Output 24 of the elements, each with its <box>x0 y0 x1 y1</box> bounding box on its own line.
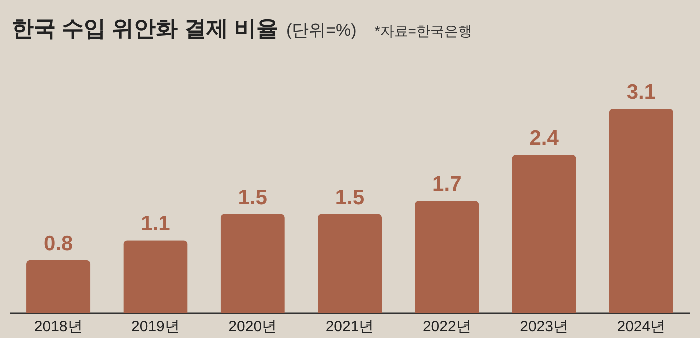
x-tick-label: 2022년 <box>422 318 472 336</box>
bar <box>26 260 91 313</box>
data-label: 3.1 <box>626 81 656 104</box>
chart-title: 한국 수입 위안화 결제 비율 <box>12 15 278 43</box>
data-label: 1.1 <box>141 212 171 236</box>
bar <box>415 201 480 313</box>
data-label: 2.4 <box>530 127 560 150</box>
bar <box>609 109 674 313</box>
bar <box>124 240 188 313</box>
data-label: 1.7 <box>432 173 462 196</box>
data-label: 0.8 <box>44 232 74 256</box>
x-tick-label: 2019년 <box>132 318 180 336</box>
x-tick-label: 2021년 <box>326 318 374 336</box>
chart-subtitle: (단위=%) <box>286 20 357 42</box>
x-tick-label: 2020년 <box>228 318 278 336</box>
text: *자료=한국은행 <box>374 23 472 41</box>
data-label: 1.5 <box>335 186 365 210</box>
bar <box>318 214 382 313</box>
x-tick-label: 2024년 <box>617 318 666 336</box>
bar <box>220 214 285 313</box>
data-label: 1.5 <box>238 186 268 210</box>
x-tick-label: 2023년 <box>520 318 568 336</box>
x-tick-label: 2018년 <box>34 318 83 336</box>
bar <box>512 155 576 313</box>
